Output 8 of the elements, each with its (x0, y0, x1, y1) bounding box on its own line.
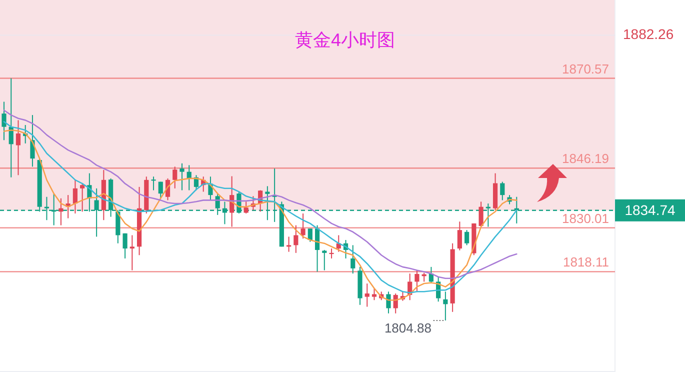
text: 黄金4小时图 (294, 30, 396, 50)
ref-line-label: 1870.57 (562, 61, 609, 76)
ref-line-label: 1830.01 (562, 210, 609, 226)
ref-line-label: 1882.26 (623, 26, 674, 42)
ref-line-label: 1834.74 (624, 202, 676, 218)
ref-line-label: 1818.11 (562, 254, 609, 270)
annotation: 1804.88 (384, 320, 432, 336)
ref-line-label: 1846.19 (562, 151, 609, 166)
